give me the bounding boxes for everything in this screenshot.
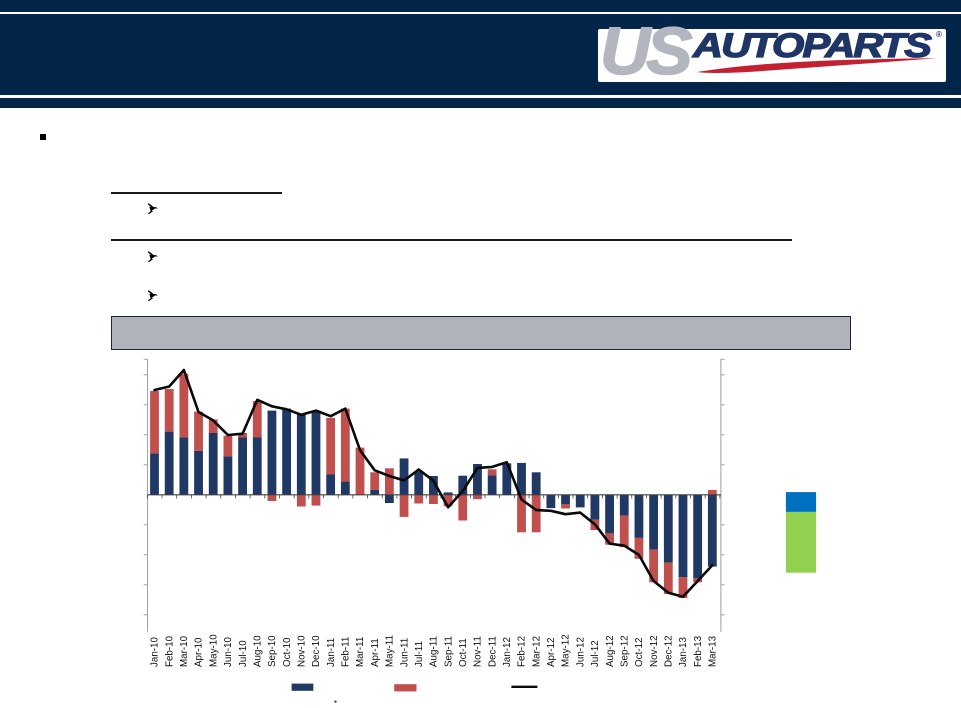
svg-text:Jan-10: Jan-10 [150,636,161,667]
svg-text:Sep-11: Sep-11 [443,636,454,667]
svg-text:Jul-10: Jul-10 [238,640,249,667]
svg-text:Feb-10: Feb-10 [164,635,175,667]
svg-text:Jun-12: Jun-12 [575,637,586,667]
svg-text:Nov-12: Nov-12 [649,635,660,667]
svg-text:Mar-13: Mar-13 [708,635,719,667]
svg-text:Sep-12: Sep-12 [620,635,631,667]
svg-text:Mar-11: Mar-11 [355,637,366,667]
svg-text:Aug-11: Aug-11 [429,636,440,667]
svg-text:Feb-11: Feb-11 [341,637,352,667]
svg-text:Jan-13: Jan-13 [678,636,689,667]
svg-text:Mar-12: Mar-12 [531,636,542,667]
svg-text:Dec-12: Dec-12 [664,635,675,667]
svg-text:Mar-10: Mar-10 [179,635,190,667]
svg-text:Sep-10: Sep-10 [267,635,278,667]
svg-text:May-11: May-11 [385,635,396,667]
svg-text:Aug-12: Aug-12 [605,635,616,667]
svg-text:Feb-12: Feb-12 [517,636,528,667]
svg-text:May-10: May-10 [208,634,219,667]
svg-text:Jul-11: Jul-11 [414,641,425,667]
svg-text:Apr-11: Apr-11 [370,638,381,667]
svg-text:Nov-11: Nov-11 [473,636,484,667]
svg-text:Oct-11: Oct-11 [458,638,469,667]
svg-text:Dec-10: Dec-10 [311,635,322,667]
svg-text:Jan-11: Jan-11 [326,638,337,667]
svg-text:Apr-10: Apr-10 [194,637,205,667]
svg-text:May-12: May-12 [561,634,572,667]
svg-text:Jun-10: Jun-10 [223,636,234,667]
svg-text:Oct-12: Oct-12 [634,638,645,667]
svg-text:Oct-10: Oct-10 [282,637,293,667]
svg-text:Nov-10: Nov-10 [297,635,308,667]
svg-text:Dec-11: Dec-11 [487,636,498,667]
svg-text:Apr-12: Apr-12 [546,638,557,667]
svg-text:Jun-11: Jun-11 [399,638,410,667]
svg-text:Jan-12: Jan-12 [502,637,513,667]
svg-text:Jul-12: Jul-12 [590,640,601,667]
svg-text:Aug-10: Aug-10 [253,635,264,667]
svg-text:Feb-13: Feb-13 [693,635,704,667]
